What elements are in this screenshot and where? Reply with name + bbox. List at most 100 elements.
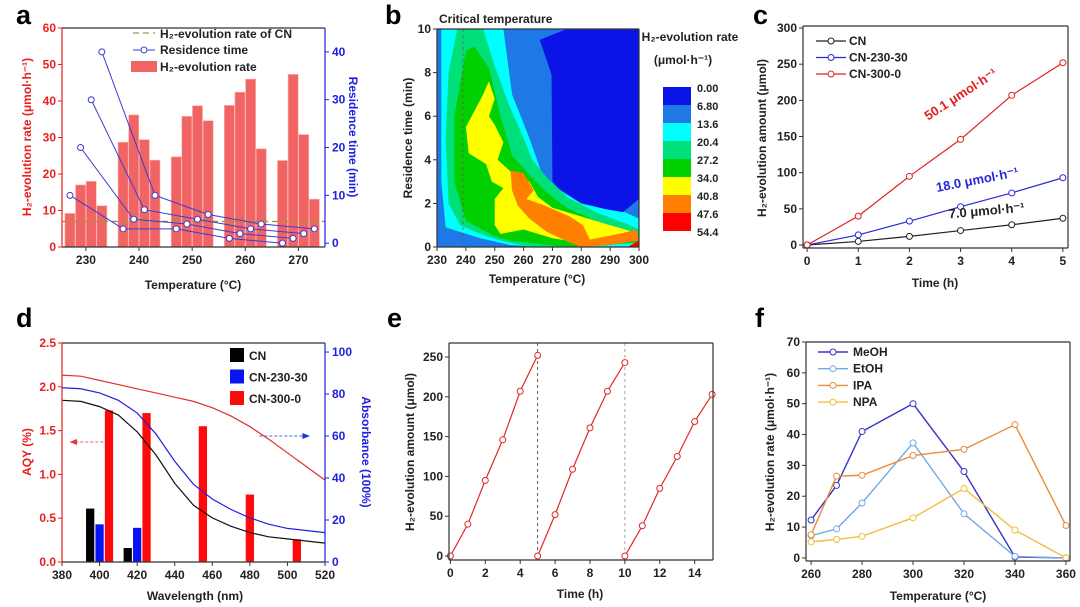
aqy-bar: [292, 539, 301, 562]
panel-letter-a: a: [16, 0, 32, 30]
aqy-bar: [95, 524, 104, 562]
y-tick-label: 30: [43, 131, 57, 145]
c-rate-label-cn-300-0: 50.1 μmol·h⁻¹: [921, 65, 999, 123]
x-tick-label: 3: [957, 254, 964, 268]
aqy-bar: [133, 527, 142, 562]
series-point: [833, 535, 841, 543]
y-tick-label: 0.5: [39, 511, 56, 525]
y-tick-label: 4: [424, 153, 431, 167]
series-point: [833, 525, 841, 533]
cycle-point: [673, 453, 681, 461]
y-tick-label: 100: [423, 469, 443, 483]
x-tick-label: 300: [903, 567, 923, 581]
x-tick-label: 300: [629, 253, 649, 267]
series-point: [909, 400, 917, 408]
colorbar-label: 40.8: [697, 191, 718, 203]
series-point: [960, 445, 968, 453]
y-tick-label: 0: [790, 238, 797, 252]
x-tick-label: 0: [804, 254, 811, 268]
legend-label: CN-230-30: [249, 371, 308, 385]
y2-tick-label: 20: [332, 141, 346, 155]
residence-point: [98, 48, 106, 56]
bar: [96, 205, 108, 248]
y-tick-label: 1.0: [39, 467, 56, 481]
x-tick-label: 2: [482, 566, 489, 580]
cycle-point: [499, 436, 507, 444]
aqy-bar: [142, 413, 151, 562]
residence-point: [66, 191, 74, 199]
b-colorbar-title-1: H₂-evolution rate: [642, 30, 739, 44]
x-tick-label: 0: [447, 566, 454, 580]
legend-cn-label: H₂-evolution rate of CN: [160, 27, 292, 41]
x-tick-label: 460: [202, 568, 222, 582]
legend-label: CN: [849, 34, 866, 48]
legend-bar-swatch: [131, 61, 157, 72]
legend-marker: [827, 54, 835, 61]
series-line: [810, 423, 1067, 536]
x-tick-label: 320: [954, 567, 974, 581]
b-ylabel: Residence time (min): [401, 78, 415, 199]
y2-tick-label: 0: [332, 236, 339, 250]
cycle-line: [449, 355, 539, 557]
e-ylabel: H₂-evolution amount (μmol): [403, 373, 417, 531]
series-point: [803, 241, 811, 249]
cycle-point: [534, 351, 542, 359]
panel-e: 0 2 4 6 8 10 12 14 0 50 100 150 200 250: [423, 342, 716, 580]
y-tick-label: 20: [787, 489, 801, 503]
panel-d: 380 400 420 440 460 480 500 5200.00.51.01.52.02…: [39, 336, 352, 582]
y2-tick-label: 80: [332, 387, 346, 401]
x-tick-label: 12: [653, 566, 667, 580]
absorbance-arrow-head: [302, 433, 310, 440]
y2-tick-label: 20: [332, 513, 346, 527]
legend-residence-label: Residence time: [160, 43, 248, 57]
colorbar-swatch: [663, 123, 691, 141]
series-point: [858, 471, 866, 479]
legend-label: CN-230-30: [849, 51, 908, 65]
series-point: [960, 468, 968, 476]
cycle-point: [481, 476, 489, 484]
colorbar-label: 34.0: [697, 173, 718, 185]
colorbar-label: 54.4: [697, 227, 719, 239]
y-tick-label: 200: [423, 390, 443, 404]
x-tick-label: 8: [587, 566, 594, 580]
y-tick-label: 8: [424, 66, 431, 80]
y-tick-label: 200: [777, 93, 797, 107]
residence-point: [140, 206, 148, 214]
contour-level-5: [465, 81, 639, 243]
series-point: [960, 485, 968, 493]
series-point: [807, 516, 815, 524]
legend-residence-marker: [140, 46, 148, 54]
x-tick-label: 360: [1056, 567, 1076, 581]
bar: [234, 91, 246, 248]
series-point: [1011, 526, 1019, 534]
series-point: [909, 514, 917, 522]
x-tick-label: 500: [277, 568, 297, 582]
absorbance-curve: [61, 374, 326, 481]
residence-point: [77, 144, 85, 152]
colorbar-swatch: [663, 159, 691, 177]
x-tick-label: 520: [315, 568, 335, 582]
residence-point: [87, 96, 95, 104]
residence-point: [278, 239, 286, 247]
x-tick-label: 440: [165, 568, 185, 582]
x-tick-label: 240: [456, 253, 476, 267]
series-point: [807, 531, 815, 539]
y2-tick-label: 100: [332, 345, 352, 359]
panel-b: 230 240 250 260 270 280 290 300 0 2 4 6 8 10 0.00 6.80 1…: [418, 22, 720, 267]
cycle-point: [569, 465, 577, 473]
x-tick-label: 270: [288, 253, 308, 267]
panel-letter-d: d: [16, 303, 33, 333]
panel-letter-c: c: [753, 0, 768, 30]
series-point: [858, 532, 866, 540]
series-point: [905, 232, 913, 240]
series-point: [858, 427, 866, 435]
residence-point: [193, 215, 201, 223]
series-point: [1008, 221, 1016, 229]
legend-marker: [829, 398, 837, 406]
y-tick-label: 60: [787, 366, 801, 380]
series-point: [854, 231, 862, 239]
x-tick-label: 4: [517, 566, 524, 580]
legend-marker: [829, 365, 837, 373]
y-tick-label: 50: [787, 397, 801, 411]
series-point: [1059, 174, 1067, 182]
